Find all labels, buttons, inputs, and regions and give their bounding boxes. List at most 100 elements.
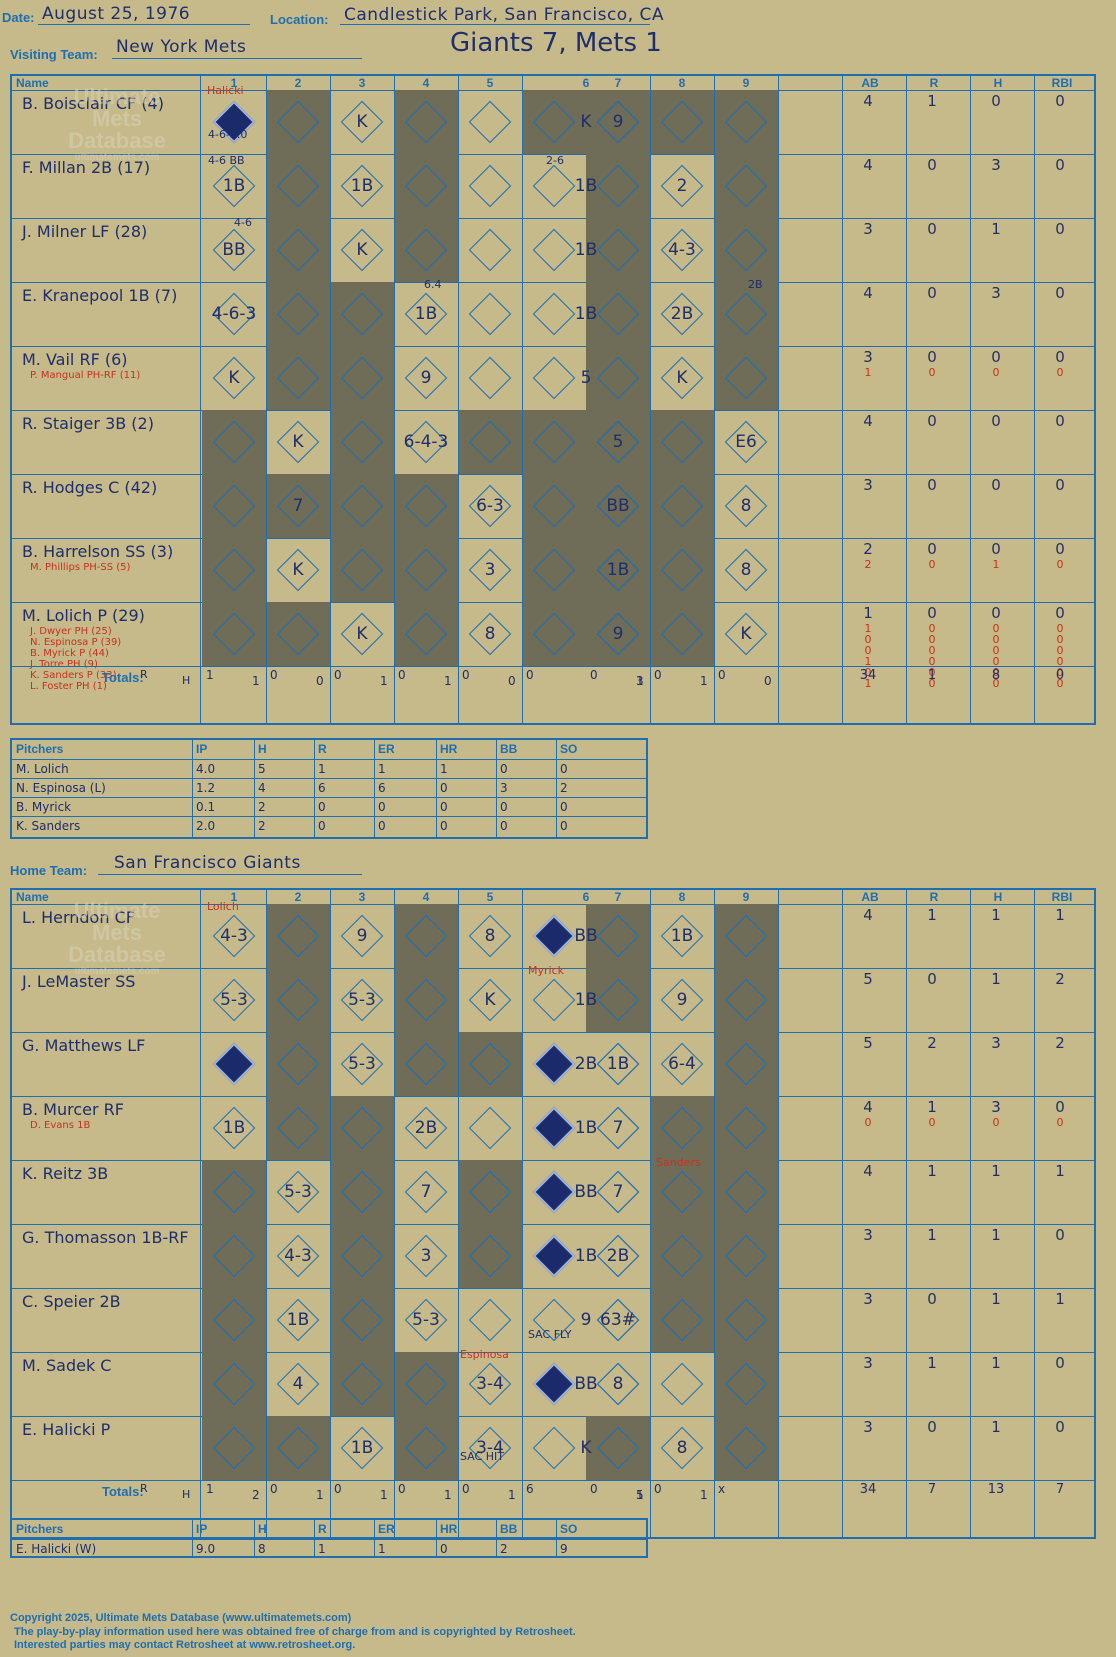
visitors-header-inning-2: 2 <box>294 76 302 90</box>
home-play: K <box>580 1438 592 1458</box>
home-stat-h: 1 <box>991 1226 1001 1244</box>
visitors-totals-runs: 0 <box>398 668 406 682</box>
home-play: 8 <box>676 1438 688 1458</box>
visitors-stat-rbi: 0 <box>1056 655 1064 668</box>
home-stat-r: 2 <box>927 1034 937 1052</box>
visitors-pitch-cell: 6 <box>318 781 326 795</box>
home-pitch-cell: 0 <box>440 1542 448 1556</box>
visitors-cell <box>714 346 778 410</box>
visitors-cell <box>394 154 458 218</box>
play-annotation: 6.4 <box>424 278 442 291</box>
home-header-inning-6: 6 <box>582 890 590 904</box>
visitors-play: 3 <box>484 560 496 580</box>
visitors-stat-rbi: 0 <box>1055 540 1065 558</box>
home-stat-ab: 3 <box>863 1290 873 1308</box>
visitors-stat-h: 0 <box>992 366 1000 379</box>
play-annotation: 4-6 <box>234 216 252 229</box>
visitors-pitch-cell: B. Myrick <box>16 800 72 814</box>
home-stat-rbi: 1 <box>1055 1290 1065 1308</box>
visitors-totals-hits: 0 <box>764 674 772 688</box>
home-play: 1B <box>670 926 694 946</box>
visitors-sub-name: M. Phillips PH-SS (5) <box>30 562 131 573</box>
visitors-cell <box>394 602 458 666</box>
home-stat-ab: 3 <box>863 1418 873 1436</box>
home-totals-runs: 0 <box>270 1482 278 1496</box>
home-cell <box>714 1352 778 1416</box>
visitors-totals-runs: 0 <box>654 668 662 682</box>
visitors-player-name: B. Boisclair CF (4) <box>22 94 164 113</box>
visitors-totals-h: 8 <box>991 668 1001 683</box>
visitors-stat-ab: 0 <box>864 633 872 646</box>
visitors-cell <box>714 282 778 346</box>
home-cell <box>714 968 778 1032</box>
home-pitch-cell: E. Halicki (W) <box>16 1542 97 1556</box>
home-totals-runs: 0 <box>590 1482 598 1496</box>
home-cell <box>202 1224 266 1288</box>
home-totals-rbi: 7 <box>1055 1482 1065 1497</box>
home-pitch-header: BB <box>500 1522 518 1536</box>
visitors-stat-ab: 0 <box>864 644 872 657</box>
home-cell <box>458 1032 522 1096</box>
home-stat-ab: 4 <box>863 1162 873 1180</box>
visitors-cell <box>394 218 458 282</box>
visitors-cell <box>330 474 394 538</box>
home-play: 1B <box>286 1310 310 1330</box>
visitors-play: 9 <box>612 624 624 644</box>
visitors-pitch-header: BB <box>500 742 518 756</box>
visitors-cell <box>650 474 714 538</box>
home-play: BB <box>574 1374 598 1394</box>
visitors-pitch-cell: 0 <box>500 819 508 833</box>
visitors-stat-h: 3 <box>991 156 1001 174</box>
home-totals-runs: 0 <box>654 1482 662 1496</box>
home-cell <box>202 1288 266 1352</box>
visitors-totals-r: 1 <box>927 668 937 683</box>
visitors-stat-ab: 4 <box>863 156 873 174</box>
visitors-pitch-cell: K. Sanders <box>16 819 81 833</box>
home-stat-rbi: 0 <box>1055 1098 1065 1116</box>
home-play: 1B <box>574 990 598 1010</box>
visitors-pitch-cell: 0 <box>378 819 386 833</box>
home-scoresheet: Name 1 2 3 4 5 6 7 8 9 AB R H RBI L. Herndon CF 4 1 1 1 4-3… <box>10 888 1096 1539</box>
visitors-stat-ab: 3 <box>863 348 873 366</box>
visitors-header-inning-9: 9 <box>742 76 750 90</box>
visitors-cell <box>266 90 330 154</box>
visitors-stat-r: 0 <box>927 284 937 302</box>
visitors-header-inning-4: 4 <box>422 76 430 90</box>
home-cell <box>714 1032 778 1096</box>
home-cell <box>714 1288 778 1352</box>
game-result-title: Giants 7, Mets 1 <box>450 28 662 58</box>
visitors-header-inning-1: 1 <box>230 76 238 90</box>
home-stat-h: 3 <box>991 1098 1001 1116</box>
visitors-cell <box>202 602 266 666</box>
home-header-inning-3: 3 <box>358 890 366 904</box>
visitors-pitch-cell: 2 <box>258 819 266 833</box>
visitors-watermark: Ultimate Mets Database ultimatemets.com <box>52 86 182 186</box>
visitors-header-rbi: RBI <box>1051 76 1073 90</box>
visitors-stat-h: 0 <box>992 666 1000 679</box>
play-annotation: SAC FLY <box>528 1328 572 1341</box>
visitors-pitch-header: R <box>318 742 327 756</box>
visitors-stat-rbi: 0 <box>1055 412 1065 430</box>
home-totals-hits: 1 <box>508 1488 516 1502</box>
visitors-play: 9 <box>420 368 432 388</box>
visitors-pitch-header: SO <box>560 742 578 756</box>
visitors-totals-runs: 0 <box>462 668 470 682</box>
visitors-totals-hits: 1 <box>700 674 708 688</box>
visitors-stat-h: 0 <box>991 412 1001 430</box>
play-annotation: Sanders <box>656 1156 701 1169</box>
visitors-stat-h: 3 <box>991 284 1001 302</box>
visitors-play: K <box>228 368 240 388</box>
visitors-stat-ab: 1 <box>864 622 872 635</box>
visitors-pitch-cell: 0 <box>560 819 568 833</box>
visitors-pitch-cell: 1 <box>378 762 386 776</box>
visitors-stat-ab: 2 <box>863 540 873 558</box>
visitors-play: BB <box>606 496 630 516</box>
visitors-pitch-header: HR <box>440 742 458 756</box>
home-header-rbi: RBI <box>1051 890 1073 904</box>
visitors-stat-rbi: 0 <box>1056 666 1064 679</box>
home-totals-hits: 1 <box>636 1488 644 1502</box>
visitors-stat-r: 0 <box>927 412 937 430</box>
visitors-stat-rbi: 0 <box>1055 284 1065 302</box>
visitors-play: K <box>740 624 752 644</box>
home-pitch-header: IP <box>196 1522 208 1536</box>
